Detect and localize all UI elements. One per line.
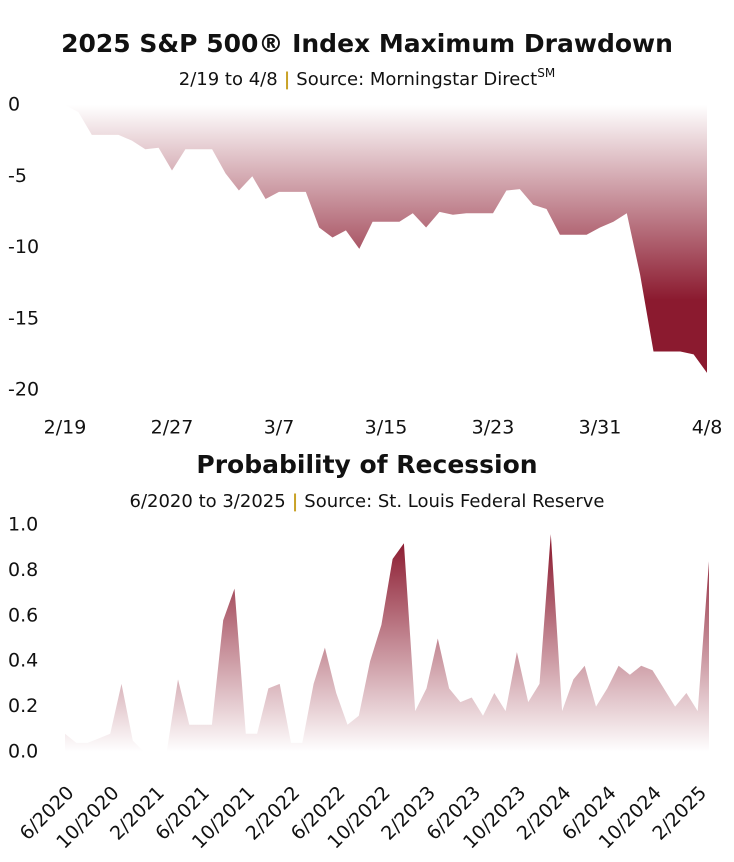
subtitle-separator: | <box>292 491 299 512</box>
y-tick-label: -20 <box>8 379 39 401</box>
x-tick-label: 2/27 <box>151 417 194 439</box>
x-tick-label: 3/7 <box>264 417 295 439</box>
subtitle-period: 6/2020 to 3/2025 <box>130 491 286 512</box>
y-tick-label: 0.0 <box>8 741 38 763</box>
area <box>65 105 707 373</box>
y-tick-label: 1.0 <box>8 514 38 536</box>
chart-title: Probability of Recession <box>196 450 537 479</box>
y-tick-label: 0.8 <box>8 559 38 581</box>
y-tick-label: -5 <box>8 165 27 187</box>
x-tick-label: 3/23 <box>472 417 515 439</box>
chart-subtitle: 2/19 to 4/8 | Source: Morningstar DirectSM <box>179 66 555 91</box>
x-tick-label: 3/15 <box>365 417 408 439</box>
y-tick-label: 0.2 <box>8 695 38 717</box>
subtitle-source: Source: Morningstar Direct <box>296 69 537 90</box>
x-tick-label: 3/31 <box>579 417 622 439</box>
chart-subtitle: 6/2020 to 3/2025 | Source: St. Louis Feder… <box>130 491 605 512</box>
subtitle-mark: SM <box>537 66 555 80</box>
y-tick-label: -10 <box>8 236 39 258</box>
y-tick-label: 0.6 <box>8 604 38 626</box>
subtitle-period: 2/19 to 4/8 <box>179 69 278 90</box>
y-tick-label: -15 <box>8 307 39 329</box>
x-tick-label: 2/19 <box>44 417 87 439</box>
y-tick-label: 0 <box>8 94 20 116</box>
subtitle-separator: | <box>284 69 291 90</box>
y-tick-label: 0.4 <box>8 650 38 672</box>
x-tick-label: 4/8 <box>692 417 723 439</box>
subtitle-source: Source: St. Louis Federal Reserve <box>304 491 604 512</box>
area <box>65 534 709 752</box>
chart-title: 2025 S&P 500® Index Maximum Drawdown <box>61 29 673 58</box>
